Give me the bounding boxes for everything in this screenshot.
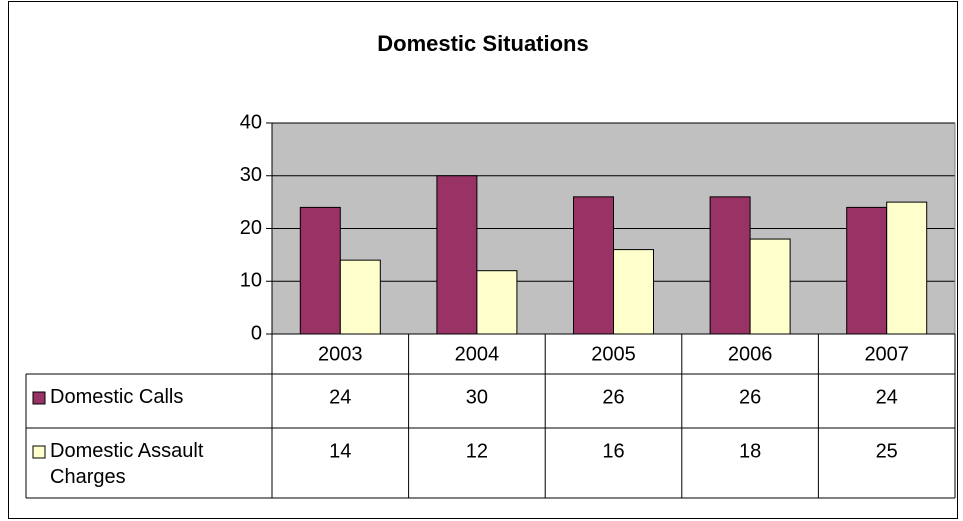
y-tick-label: 40 bbox=[240, 111, 262, 133]
bar bbox=[573, 196, 614, 335]
legend-label: Domestic Calls bbox=[50, 386, 184, 408]
table-value: 14 bbox=[329, 440, 351, 462]
bar bbox=[709, 196, 751, 335]
table-value: 12 bbox=[466, 440, 488, 462]
bar bbox=[436, 175, 478, 335]
table-value: 24 bbox=[876, 386, 898, 408]
x-tick-label: 2004 bbox=[455, 343, 500, 365]
table-value: 24 bbox=[329, 386, 351, 408]
bar bbox=[613, 249, 654, 335]
table-value: 30 bbox=[466, 386, 488, 408]
legend-label: Domestic Assault Charges bbox=[50, 440, 204, 488]
y-tick-label: 30 bbox=[240, 164, 262, 186]
bar bbox=[476, 270, 518, 335]
legend-key bbox=[32, 445, 46, 459]
table-value: 26 bbox=[739, 386, 761, 408]
y-tick-label: 10 bbox=[240, 270, 262, 292]
x-tick-label: 2005 bbox=[591, 343, 636, 365]
x-tick-label: 2003 bbox=[318, 343, 363, 365]
bar bbox=[846, 206, 888, 335]
y-tick-label: 20 bbox=[240, 217, 262, 239]
x-tick-label: 2007 bbox=[864, 343, 909, 365]
table-value: 18 bbox=[739, 440, 761, 462]
legend-label-box: Domestic Calls bbox=[50, 386, 184, 408]
table-value: 26 bbox=[602, 386, 624, 408]
y-tick-label: 0 bbox=[251, 322, 262, 344]
bar bbox=[299, 206, 341, 335]
x-tick-label: 2006 bbox=[728, 343, 773, 365]
table-value: 25 bbox=[876, 440, 898, 462]
legend-key bbox=[32, 391, 46, 405]
bar bbox=[339, 259, 381, 335]
bar bbox=[886, 201, 928, 335]
legend-label-box: Domestic Assault Charges bbox=[50, 440, 204, 488]
bar bbox=[749, 238, 791, 335]
chart-title: Domestic Situations bbox=[377, 31, 588, 56]
table-value: 16 bbox=[602, 440, 624, 462]
